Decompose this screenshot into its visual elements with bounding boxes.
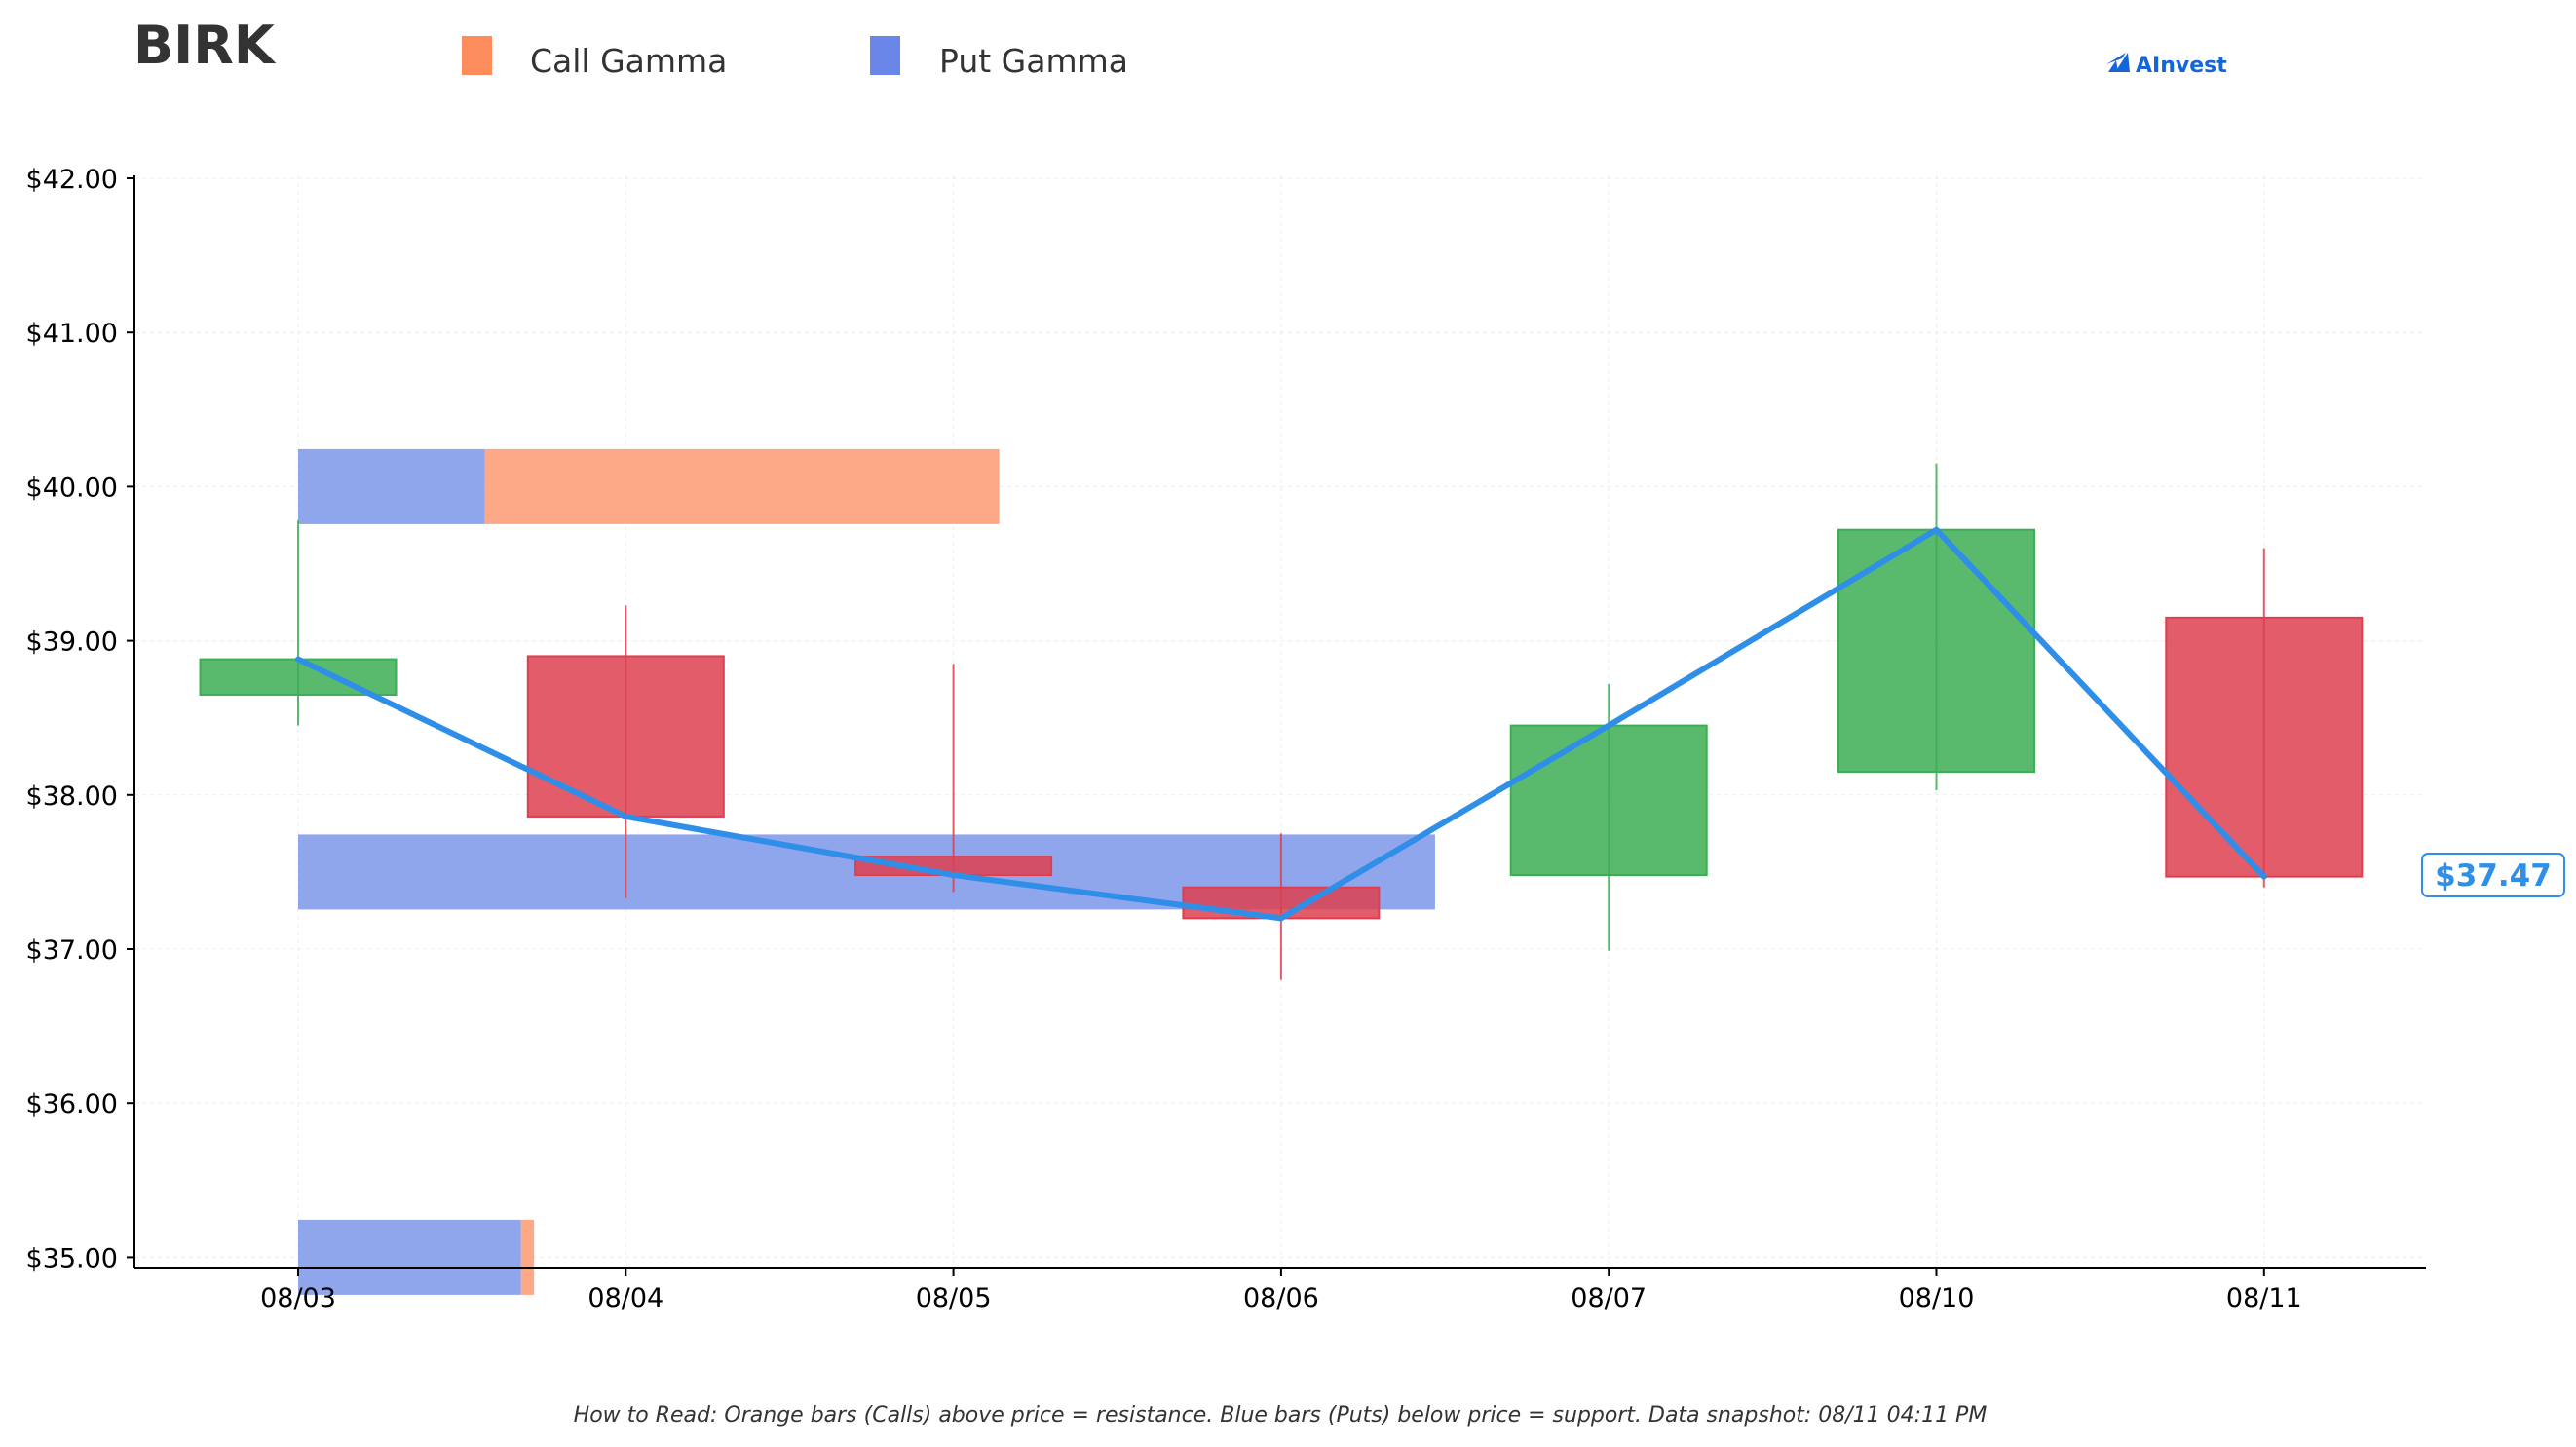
candle-bodies <box>199 528 2364 920</box>
candle-body <box>1837 528 2035 774</box>
close-line <box>295 526 2267 922</box>
x-tick-label: 08/03 <box>260 1283 336 1314</box>
x-tick-label: 08/11 <box>2226 1283 2302 1314</box>
close-price-line <box>295 526 2267 922</box>
legend-put-swatch <box>870 36 900 75</box>
put-gamma-bar <box>298 448 485 524</box>
current-price-label: $37.47 <box>2435 858 2552 894</box>
call-gamma-bar <box>484 448 1000 524</box>
y-tick-label: $38.00 <box>26 781 118 812</box>
y-tick-label: $36.00 <box>26 1089 118 1120</box>
current-price-box <box>2421 853 2565 897</box>
y-tick-label: $39.00 <box>26 628 118 658</box>
tick-labels: $35.00 $36.00 $37.00 $38.00 $39.00 $40.00 $41.… <box>26 165 2302 1314</box>
x-tick-label: 08/10 <box>1899 1283 1975 1314</box>
footnote: How to Read: Orange bars (Calls) above p… <box>574 1403 1988 1428</box>
ainvest-logo-icon <box>2106 53 2130 72</box>
legend-call-label: Call Gamma <box>530 42 727 80</box>
axes <box>133 175 2426 1269</box>
current-price-tag: $37.47 <box>2421 853 2565 897</box>
candle-body <box>2165 616 2364 878</box>
y-tick-label: $35.00 <box>26 1243 118 1274</box>
y-tick-label: $41.00 <box>26 319 118 349</box>
x-tick-label: 08/06 <box>1243 1283 1319 1314</box>
candle-body <box>1509 724 1708 877</box>
x-tick-label: 08/05 <box>916 1283 992 1314</box>
x-tick-label: 08/04 <box>587 1283 663 1314</box>
ainvest-logo: AInvest <box>2106 53 2227 78</box>
ainvest-logo-text: AInvest <box>2136 54 2227 78</box>
legend-put-label: Put Gamma <box>939 42 1128 80</box>
ticker-title: BIRK <box>133 15 277 76</box>
x-tick-label: 08/07 <box>1571 1283 1647 1314</box>
candle-body <box>526 655 725 818</box>
legend-call-swatch <box>462 36 492 75</box>
put-gamma-bar <box>298 1219 521 1295</box>
grid <box>134 175 2426 1268</box>
y-tick-label: $37.00 <box>26 935 118 966</box>
y-tick-label: $42.00 <box>26 165 118 195</box>
call-gamma-bar <box>520 1219 535 1295</box>
y-tick-label: $40.00 <box>26 473 118 503</box>
candle-body <box>1182 886 1381 920</box>
